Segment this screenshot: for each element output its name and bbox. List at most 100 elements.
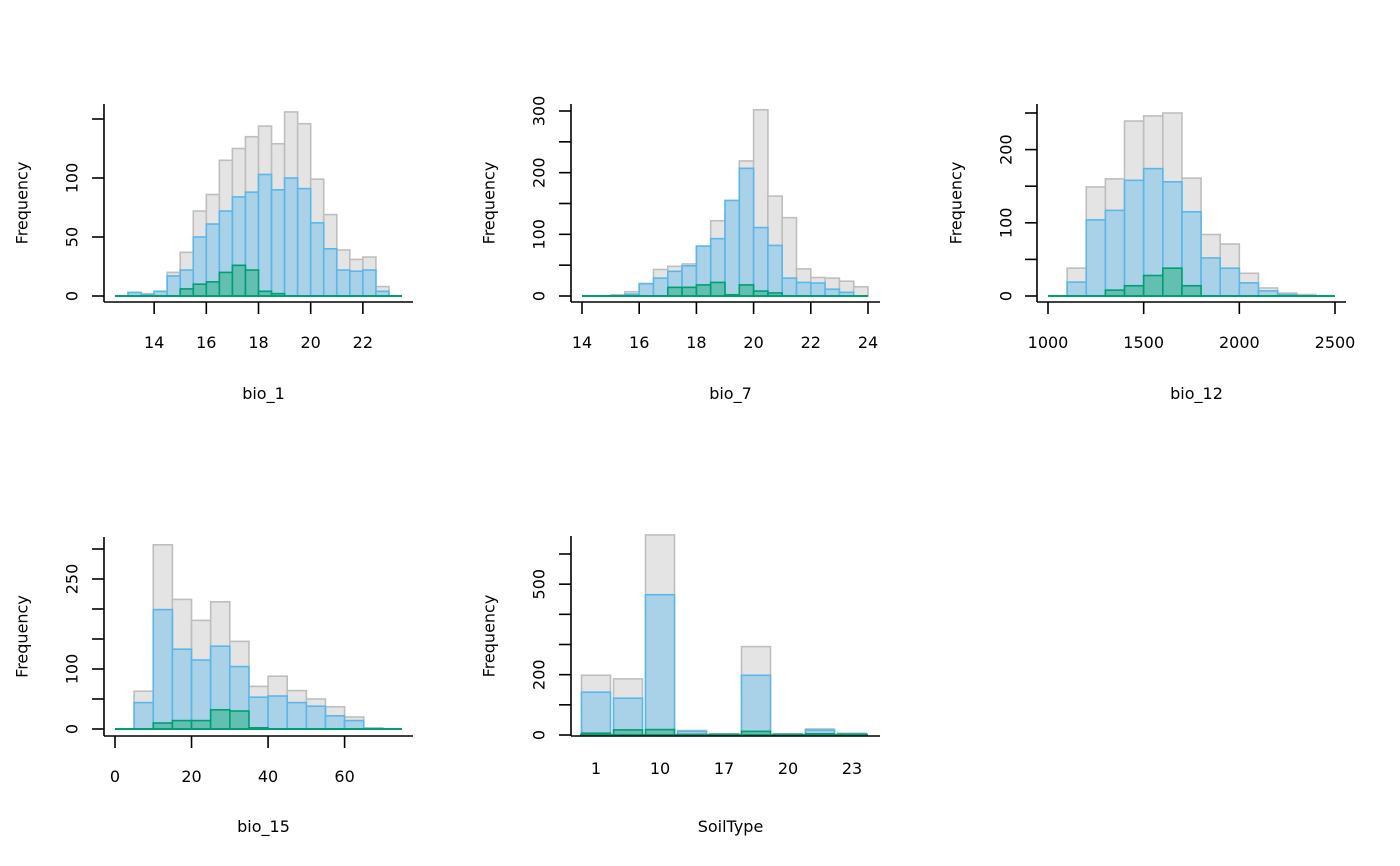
bar-presence-6 (666, 286, 683, 297)
x-tick-label: 40 (258, 767, 278, 786)
y-axis-title: Frequency (13, 162, 32, 245)
y-tick-label: 200 (530, 157, 549, 188)
bar-subset-1 (612, 697, 644, 736)
x-tick-label: 14 (144, 333, 164, 352)
y-tick-label: 0 (63, 724, 82, 734)
histogram-panel-bio-7: 0 100 200 300 14 16 18 20 22 24 bio_7 Frequency (480, 96, 880, 404)
x-tick-label: 22 (353, 333, 373, 352)
bar-presence-7 (218, 271, 234, 297)
y-tick-label: 100 (63, 654, 82, 685)
bar-subset-3 (171, 648, 193, 730)
y-tick-label: 300 (530, 96, 549, 127)
bar-subset-4 (190, 659, 212, 730)
x-tick-label: 18 (686, 333, 706, 352)
bar-all-19 (852, 285, 869, 297)
bar-presence-5 (1142, 274, 1164, 297)
bar-presence-11 (738, 284, 755, 297)
bar-subset-18 (362, 269, 377, 297)
x-tick-label: 2000 (1219, 333, 1260, 352)
x-tick-label: 14 (572, 333, 592, 352)
bar-subset-2 (1085, 219, 1107, 297)
bar-presence-8 (695, 284, 712, 297)
y-tick-label: 0 (530, 291, 549, 301)
y-tick-label: 0 (530, 730, 549, 740)
bar-subset-10 (257, 173, 273, 297)
y-axis-title: Frequency (947, 162, 966, 245)
y-tick-label: 250 (63, 564, 82, 595)
bar-subset-12 (343, 719, 365, 730)
x-tick-label: 22 (801, 333, 821, 352)
bar-subset-11 (324, 714, 346, 730)
y-tick-label: 100 (997, 208, 1016, 239)
x-tick-label: 1500 (1123, 333, 1164, 352)
bar-subset-11 (270, 189, 286, 297)
bar-subset-9 (1219, 267, 1241, 297)
bar-subset-10 (305, 705, 327, 730)
bar-subset-10 (1238, 282, 1260, 297)
bar-presence-6 (1162, 267, 1183, 297)
x-tick-label: 16 (196, 333, 216, 352)
bar-presence-4 (179, 288, 195, 297)
x-tick-label: 60 (334, 767, 354, 786)
bar-subset-3 (166, 275, 182, 297)
y-tick-label: 200 (530, 659, 549, 690)
bar-presence-4 (190, 719, 212, 730)
histogram-panel-bio-15: 0 100 250 0 20 40 60 bio_15 Frequency (13, 537, 413, 837)
histogram-panel-soiltype: 0 200 500 1 10 17 20 23 SoilType Frequency (480, 534, 880, 836)
x-tick-label: 23 (842, 759, 862, 778)
y-tick-label: 50 (63, 227, 82, 247)
x-axis-title: SoilType (698, 817, 764, 836)
bar-subset-16 (809, 282, 826, 297)
bar-subset-2 (152, 608, 174, 730)
bar-subset-9 (286, 701, 308, 730)
bar-subset-5 (652, 277, 669, 297)
y-axis-title: Frequency (13, 595, 32, 678)
y-tick-label: 200 (997, 134, 1016, 165)
bar-subset-1 (1066, 281, 1088, 297)
x-tick-label: 20 (301, 333, 321, 352)
bar-subset-16 (335, 269, 351, 297)
bar-subset-14 (781, 277, 798, 297)
bar-subset-8 (1200, 257, 1221, 297)
bar-presence-3 (171, 719, 193, 730)
bar-subset-14 (309, 222, 325, 297)
bar-subset-5 (740, 674, 772, 736)
bar-subset-13 (767, 244, 784, 297)
histogram-panel-bio-12: 0 100 200 1000 1500 2000 2500 bio_12 Frequency (947, 104, 1356, 404)
y-axis-title: Frequency (480, 595, 499, 678)
bar-subset-4 (638, 282, 655, 297)
bar-subset-7 (248, 696, 269, 730)
bar-subset-4 (1123, 179, 1145, 297)
x-axis-title: bio_1 (242, 384, 285, 404)
bar-presence-7 (681, 286, 698, 297)
bar-subset-13 (296, 187, 312, 297)
bar-subset-0 (580, 691, 612, 736)
bar-subset-17 (824, 288, 841, 297)
x-tick-label: 1000 (1028, 333, 1069, 352)
x-tick-label: 18 (248, 333, 268, 352)
bar-presence-7 (1181, 284, 1202, 297)
bar-presence-5 (192, 283, 208, 297)
x-tick-label: 16 (629, 333, 649, 352)
bar-presence-9 (709, 281, 726, 297)
y-tick-label: 500 (530, 569, 549, 600)
bar-subset-8 (267, 695, 289, 730)
bar-presence-9 (244, 269, 260, 297)
bar-subset-3 (1104, 209, 1126, 297)
bar-presence-6 (205, 281, 221, 297)
x-tick-label: 2500 (1315, 333, 1356, 352)
bar-presence-6 (229, 710, 250, 730)
bar-subset-7 (1181, 211, 1202, 297)
bar-presence-4 (1123, 284, 1145, 297)
x-tick-label: 20 (743, 333, 763, 352)
bar-subset-11 (738, 167, 755, 297)
x-axis-title: bio_15 (237, 817, 290, 837)
bar-presence-5 (209, 708, 231, 730)
x-tick-label: 20 (778, 759, 798, 778)
bar-subset-1 (133, 701, 155, 730)
bar-subset-2 (644, 593, 676, 736)
x-tick-label: 1 (591, 759, 601, 778)
y-tick-label: 0 (63, 291, 82, 301)
bar-subset-12 (752, 226, 769, 297)
